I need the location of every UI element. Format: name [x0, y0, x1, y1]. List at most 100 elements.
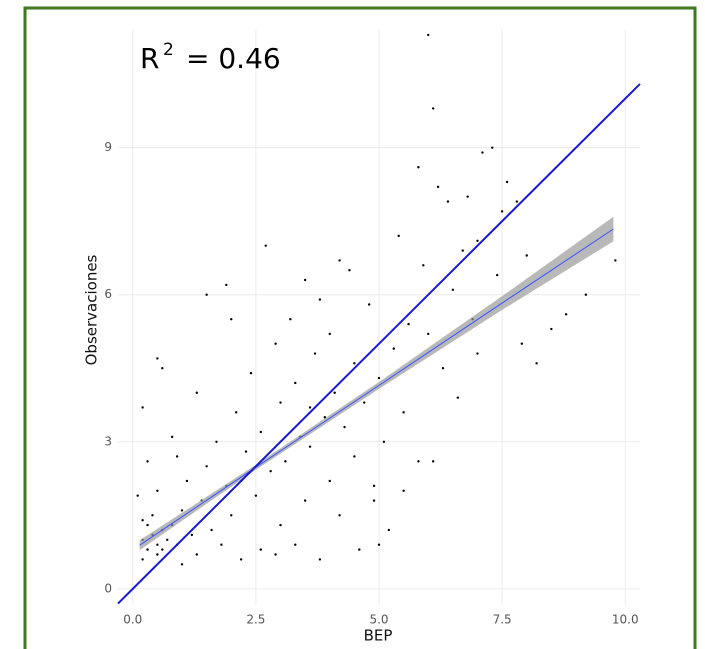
point	[225, 283, 228, 287]
point	[259, 548, 263, 551]
x-tick-label: 2.5	[246, 613, 265, 627]
point	[279, 523, 282, 527]
point	[550, 327, 553, 331]
point	[230, 318, 233, 321]
point	[382, 440, 386, 443]
y-tick-label: 6	[104, 287, 112, 301]
x-tick-label: 0.0	[123, 613, 142, 627]
point	[141, 406, 144, 409]
y-tick-label: 0	[104, 581, 112, 595]
x-tick-label: 10.0	[612, 613, 639, 627]
point	[363, 401, 366, 404]
point	[446, 200, 450, 203]
point	[156, 553, 159, 556]
point	[372, 499, 376, 502]
point	[215, 440, 218, 443]
point	[156, 489, 159, 492]
point	[333, 391, 336, 394]
point	[367, 303, 371, 306]
point	[353, 455, 356, 458]
point	[289, 318, 292, 321]
point	[372, 484, 376, 488]
point	[205, 465, 208, 468]
point	[525, 254, 528, 257]
point	[402, 489, 405, 492]
point	[387, 528, 391, 532]
point	[402, 411, 405, 414]
point	[343, 425, 346, 429]
point	[230, 514, 233, 517]
point	[353, 362, 356, 365]
point	[456, 396, 459, 399]
point	[195, 391, 198, 394]
point	[476, 352, 479, 355]
reference-line	[117, 83, 641, 605]
point	[461, 249, 464, 252]
point	[495, 273, 499, 277]
fit-line	[139, 228, 614, 546]
point	[205, 293, 208, 296]
point	[535, 362, 538, 365]
point	[269, 469, 272, 473]
point	[451, 288, 455, 292]
point	[614, 259, 617, 262]
grid	[118, 30, 640, 605]
point	[318, 558, 322, 561]
point	[377, 376, 381, 380]
point	[136, 494, 139, 497]
point	[338, 259, 341, 262]
point	[274, 553, 277, 556]
point	[436, 185, 440, 189]
point	[417, 166, 420, 169]
point	[249, 371, 253, 375]
point	[491, 146, 494, 149]
point	[146, 548, 149, 551]
point	[303, 278, 307, 282]
point	[564, 313, 568, 316]
point	[185, 479, 189, 483]
point	[328, 479, 331, 483]
point	[190, 533, 194, 537]
point	[466, 195, 469, 198]
y-tick-label: 3	[104, 434, 112, 448]
point	[318, 298, 322, 301]
point	[313, 352, 317, 355]
point	[431, 107, 435, 110]
y-axis-title: Observaciones	[83, 254, 101, 365]
point	[156, 543, 159, 546]
point	[284, 460, 287, 463]
point	[308, 445, 312, 448]
point	[417, 460, 420, 463]
point	[170, 435, 174, 439]
point	[279, 401, 282, 404]
point	[584, 293, 588, 296]
point	[210, 528, 213, 532]
x-axis-title: BEP	[364, 627, 393, 645]
point	[161, 548, 164, 551]
point	[431, 460, 435, 463]
marks	[117, 33, 641, 605]
annotation-base: R	[140, 42, 159, 75]
point	[180, 509, 184, 512]
annotation-rest: = 0.46	[186, 42, 281, 75]
point	[220, 543, 223, 546]
point	[377, 543, 381, 546]
point	[264, 244, 267, 247]
point	[358, 548, 361, 551]
point	[294, 543, 297, 546]
point	[397, 234, 400, 238]
point	[156, 357, 159, 360]
point	[141, 518, 144, 522]
x-tick-label: 5.0	[369, 613, 388, 627]
point	[234, 411, 238, 414]
point	[141, 558, 144, 561]
point	[146, 460, 149, 463]
point	[244, 450, 248, 453]
point	[146, 523, 149, 527]
point	[427, 332, 430, 336]
point	[481, 151, 484, 154]
y-tick-label: 9	[104, 140, 112, 154]
x-tick-label: 7.5	[493, 613, 512, 627]
point	[520, 342, 524, 345]
